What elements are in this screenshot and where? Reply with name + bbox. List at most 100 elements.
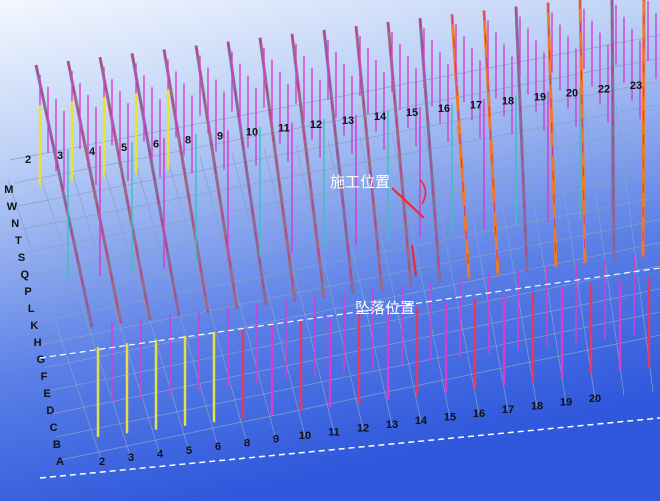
grid-label: 19 xyxy=(560,397,572,409)
arrow xyxy=(391,187,425,219)
grid-label: H xyxy=(34,337,42,349)
grid-label: 18 xyxy=(502,95,514,107)
grid-label: 14 xyxy=(415,415,428,427)
grid-line xyxy=(231,152,306,437)
grid-label: 9 xyxy=(273,434,279,446)
boundary-line xyxy=(39,267,660,359)
grid-label: 23 xyxy=(630,80,642,92)
grid-label: 9 xyxy=(217,131,223,143)
rafter xyxy=(163,49,209,313)
grid-label: 19 xyxy=(534,92,546,104)
grid-label: N xyxy=(11,218,19,230)
grid-label: L xyxy=(28,303,35,315)
grid-label: 13 xyxy=(342,115,354,127)
boundary-line xyxy=(39,417,660,479)
grid-line xyxy=(295,144,364,429)
grid-line xyxy=(327,140,393,426)
grid-label: G xyxy=(37,354,46,366)
grid-label: 22 xyxy=(598,84,610,96)
rafter xyxy=(610,0,616,261)
grid-line xyxy=(199,156,277,440)
grid-label: 4 xyxy=(157,449,164,461)
grid-label: 20 xyxy=(566,88,578,100)
grid-label: 5 xyxy=(121,142,127,154)
grid-label: 13 xyxy=(386,419,398,431)
arrow xyxy=(411,244,417,277)
grid-label: F xyxy=(41,371,48,383)
grid-line xyxy=(39,175,132,459)
grid-label: 6 xyxy=(153,138,159,150)
rafter xyxy=(515,6,528,272)
grid-label: 8 xyxy=(185,134,191,146)
grid-label: A xyxy=(56,456,64,468)
rafter xyxy=(259,37,296,302)
grid-label: 17 xyxy=(470,99,482,111)
grid-label: S xyxy=(18,252,25,264)
members xyxy=(34,0,657,437)
grid-label: 8 xyxy=(244,437,250,449)
grid-label: 12 xyxy=(310,119,322,131)
rafter xyxy=(323,29,354,294)
grid-label: P xyxy=(24,286,31,298)
rafter xyxy=(642,0,645,257)
labels: 2 3 4 5 6 8 9 10 11 12 13 14 15 16 17 18 19 20 22 232 3 4 5 6 8 9… xyxy=(4,80,642,468)
grid-line xyxy=(103,168,190,452)
grid-label: D xyxy=(46,405,54,417)
annotation: 坠落位置 xyxy=(355,300,415,317)
grid-line xyxy=(551,113,596,400)
grid-line xyxy=(48,265,660,392)
grid-label: 3 xyxy=(57,150,63,162)
rafter xyxy=(131,53,180,316)
grid-label: 12 xyxy=(357,423,369,435)
arrow-curve xyxy=(419,179,427,205)
rafter xyxy=(611,0,615,261)
grid-label: M xyxy=(4,184,13,196)
grid-label: 2 xyxy=(99,456,105,468)
grid-label: 20 xyxy=(589,393,601,405)
grid-label: 15 xyxy=(406,107,418,119)
grid-label: 4 xyxy=(89,146,96,158)
grid-label: T xyxy=(15,235,22,247)
grid-line xyxy=(615,105,654,392)
grid-line xyxy=(583,109,625,396)
rafter xyxy=(227,41,267,305)
rafter xyxy=(195,45,238,309)
grid-label: B xyxy=(53,439,61,451)
grid-label: 11 xyxy=(278,123,290,135)
annotation: 施工位置 xyxy=(330,174,390,191)
grid-label: 2 xyxy=(25,154,31,166)
grid-label: 18 xyxy=(531,400,543,412)
grid-label: 10 xyxy=(299,430,311,442)
grid-label: 11 xyxy=(328,426,340,438)
grid-line xyxy=(71,172,161,455)
grid-line xyxy=(7,179,103,463)
grid-label: W xyxy=(7,201,18,213)
rafter xyxy=(99,57,151,320)
rafter xyxy=(35,64,93,328)
grid-line xyxy=(52,288,660,415)
rafter xyxy=(641,0,646,257)
grid-label: 5 xyxy=(186,445,192,457)
rafter xyxy=(67,61,122,324)
rafter xyxy=(291,33,325,298)
grid-line xyxy=(519,117,567,403)
rafter xyxy=(355,25,383,291)
grid-label: 10 xyxy=(246,127,258,139)
grid-label: 15 xyxy=(444,412,456,424)
rafter xyxy=(547,2,557,268)
grid-label: 6 xyxy=(215,441,221,453)
rafter xyxy=(419,18,441,283)
rafter xyxy=(579,0,586,265)
grid-label: Q xyxy=(21,269,30,281)
grid-line xyxy=(455,125,509,411)
grid-line xyxy=(487,121,538,407)
grid-label: 3 xyxy=(128,452,134,464)
grid-line xyxy=(44,242,660,369)
grid-label: 14 xyxy=(374,111,387,123)
grid-label: 16 xyxy=(473,408,485,420)
rafter xyxy=(451,14,470,279)
grid-label: 17 xyxy=(502,404,514,416)
rafter xyxy=(483,10,499,276)
grid-line xyxy=(263,148,335,433)
